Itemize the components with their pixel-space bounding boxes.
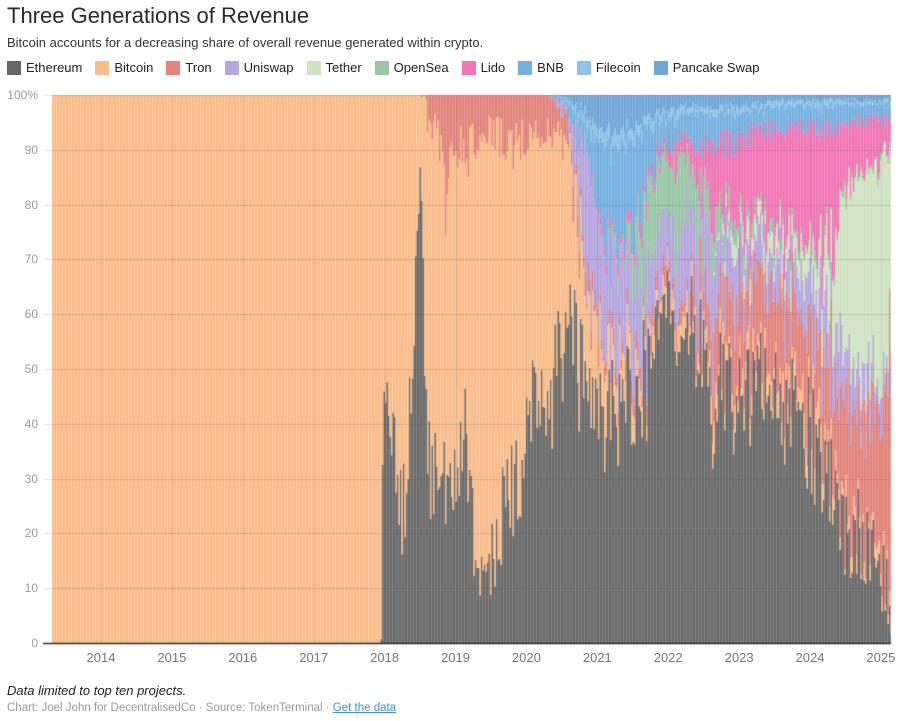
x-axis-label-2019: 2019 (441, 650, 470, 665)
y-axis-label-30: 30 (24, 471, 38, 486)
x-axis-label-2015: 2015 (157, 650, 187, 665)
y-axis-label-90: 90 (24, 142, 38, 157)
chart-footnote: Data limited to top ten projects. (7, 683, 187, 698)
x-axis-label-2014: 2014 (86, 650, 116, 665)
x-axis-label-2017: 2017 (299, 650, 329, 665)
y-axis-label-0: 0 (31, 636, 38, 650)
x-axis-label-2023: 2023 (724, 650, 754, 665)
y-axis-label-100: 100% (7, 88, 38, 102)
stacked-area-chart[interactable] (0, 0, 900, 665)
x-axis-label-2025: 2025 (866, 650, 896, 665)
x-axis-label-2022: 2022 (653, 650, 683, 665)
chart-credit: Chart: Joel John for DecentralisedCo · S… (7, 702, 396, 714)
x-axis-label-2024: 2024 (795, 650, 825, 665)
credit-text: Chart: Joel John for DecentralisedCo · S… (7, 702, 333, 714)
y-axis-label-20: 20 (24, 526, 38, 541)
y-axis-label-80: 80 (24, 197, 38, 212)
x-axis-label-2020: 2020 (511, 650, 541, 665)
y-axis-label-60: 60 (24, 307, 38, 322)
x-axis-label-2016: 2016 (228, 650, 258, 665)
x-axis-label-2018: 2018 (370, 650, 400, 665)
y-axis-label-10: 10 (24, 581, 38, 596)
y-axis-label-40: 40 (24, 416, 38, 431)
y-axis-label-70: 70 (24, 252, 38, 267)
y-axis-label-50: 50 (24, 362, 38, 376)
get-the-data-link[interactable]: Get the data (332, 702, 397, 714)
x-axis-label-2021: 2021 (582, 650, 612, 665)
